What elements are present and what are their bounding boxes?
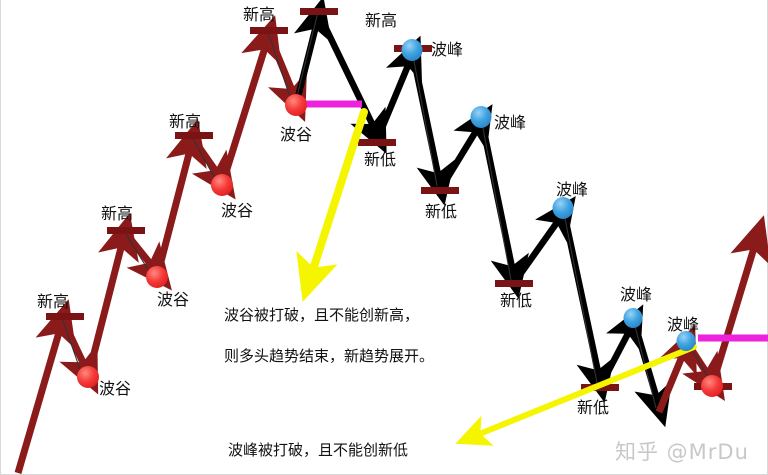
peak-dot-group: [401, 39, 696, 351]
label-new-high-5: 新高: [365, 11, 398, 30]
label-peak-2: 波峰: [494, 113, 527, 132]
label-peak-4: 波峰: [620, 285, 653, 304]
watermark-zhihu: 知乎 @MrDu: [615, 440, 749, 464]
label-new-high-3: 新高: [169, 112, 202, 131]
label-new-low-1: 新低: [364, 150, 397, 169]
label-peak-3: 波峰: [556, 180, 589, 199]
label-peak-1: 波峰: [431, 40, 464, 59]
signal-arrow-group: [296, 108, 697, 446]
downtrend-arrow-group: [292, 0, 672, 428]
annotation-bear-trend-end: 波峰被打破，且不能创新低 则空头趋势结束，新趋势展开: [228, 420, 423, 475]
annotation-bull-trend-end: 波谷被打破，且不能创新高， 则多头趋势结束，新趋势展开。: [224, 285, 434, 386]
label-trough-3: 波谷: [221, 201, 254, 220]
annotation-bear-line-1: 波峰被打破，且不能创新低: [228, 441, 409, 460]
label-new-high-2: 新高: [101, 204, 134, 223]
uptrend-arrow-group: [14, 15, 307, 474]
label-new-high-4: 新高: [243, 5, 276, 24]
annotation-bull-line-2: 则多头趋势结束，新趋势展开。: [224, 346, 435, 365]
label-peak-5: 波峰: [667, 315, 700, 334]
canvas-left-border: [0, 0, 1, 475]
annotation-bull-line-1: 波谷被打破，且不能创新高，: [224, 306, 420, 325]
label-trough-4: 波谷: [280, 125, 313, 144]
label-trough-1: 波谷: [99, 379, 132, 398]
label-new-low-3: 新低: [500, 291, 533, 310]
label-new-high-1: 新高: [37, 292, 70, 311]
label-new-low-2: 新低: [425, 202, 458, 221]
trough-dot-group: [77, 94, 723, 397]
label-new-low-4: 新低: [577, 398, 610, 417]
label-trough-2: 波谷: [157, 290, 190, 309]
